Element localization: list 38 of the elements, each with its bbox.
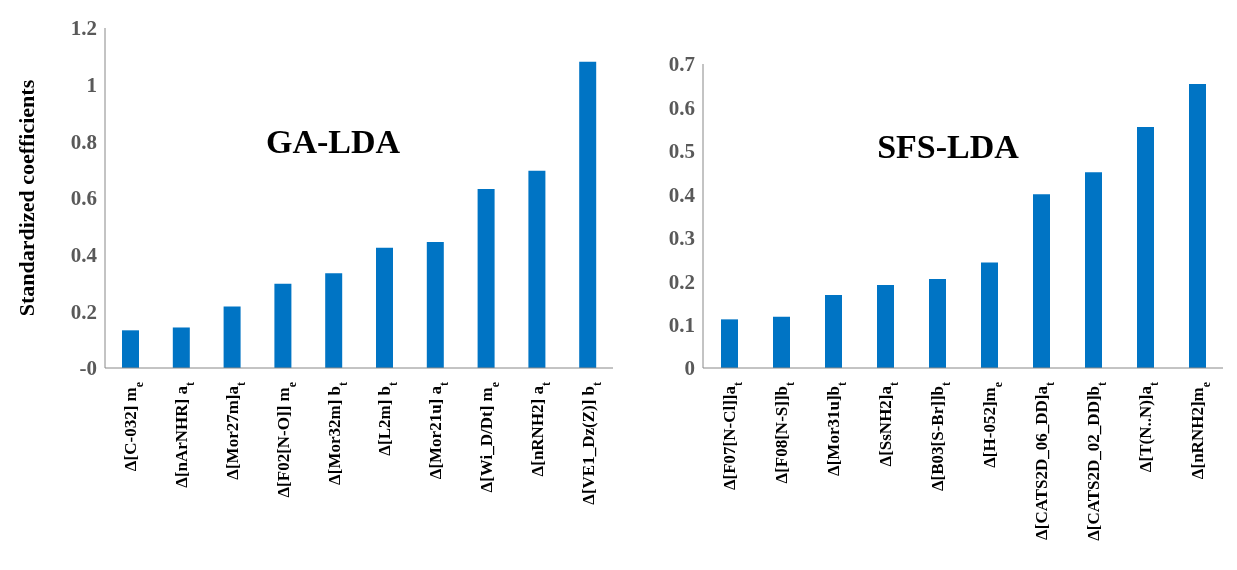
bar xyxy=(376,247,393,368)
y-tick-label: 0.6 xyxy=(70,186,97,211)
y-tick-label: 0.2 xyxy=(70,299,97,324)
bar xyxy=(1085,172,1102,368)
y-tick-label: 0.2 xyxy=(668,269,695,294)
bar xyxy=(1189,83,1206,368)
bar xyxy=(274,283,292,368)
bar xyxy=(1033,194,1050,368)
bar xyxy=(579,61,597,368)
bar xyxy=(877,285,894,368)
bar xyxy=(1137,126,1154,368)
bar xyxy=(325,273,343,368)
bar xyxy=(825,295,842,368)
y-tick-label: 0.4 xyxy=(70,243,98,268)
bar xyxy=(122,330,139,368)
y-tick-label: 0.3 xyxy=(668,226,695,251)
bar xyxy=(929,278,946,368)
y-tick-label: 1 xyxy=(86,73,97,98)
y-tick-label: -0 xyxy=(79,356,97,381)
y-tick-label: 0.4 xyxy=(668,182,696,207)
bar xyxy=(981,262,998,368)
y-tick-label: 0.8 xyxy=(70,129,97,154)
y-tick-label: 0 xyxy=(684,356,695,381)
bar xyxy=(426,241,444,368)
y-tick-label: 0.5 xyxy=(668,139,695,164)
y-tick-label: 0.6 xyxy=(668,95,695,120)
y-tick-label: 0.7 xyxy=(668,52,695,77)
text: SFS-LDA xyxy=(877,128,1019,166)
bar xyxy=(477,188,495,368)
y-tick-label: 1.2 xyxy=(70,16,97,41)
text: GA-LDA xyxy=(265,123,401,161)
bar xyxy=(172,327,190,368)
y-axis-title: Standardized coefficients xyxy=(13,79,39,317)
y-tick-label: 0.1 xyxy=(668,313,695,338)
bar xyxy=(773,316,790,368)
bar xyxy=(721,319,738,368)
bar xyxy=(223,306,241,368)
bar xyxy=(528,170,546,368)
